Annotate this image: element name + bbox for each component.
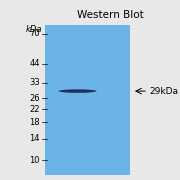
Text: 22: 22 bbox=[30, 105, 40, 114]
Text: 10: 10 bbox=[30, 156, 40, 165]
Text: 14: 14 bbox=[30, 134, 40, 143]
Text: 44: 44 bbox=[30, 59, 40, 68]
Text: Western Blot: Western Blot bbox=[77, 10, 143, 20]
Ellipse shape bbox=[58, 89, 96, 93]
Text: 26: 26 bbox=[29, 94, 40, 103]
Bar bbox=[45, 25, 130, 175]
Text: 70: 70 bbox=[29, 29, 40, 38]
Text: 33: 33 bbox=[29, 78, 40, 87]
Text: kDa: kDa bbox=[26, 25, 42, 34]
Text: 18: 18 bbox=[29, 118, 40, 127]
Text: 29kDa: 29kDa bbox=[149, 87, 178, 96]
